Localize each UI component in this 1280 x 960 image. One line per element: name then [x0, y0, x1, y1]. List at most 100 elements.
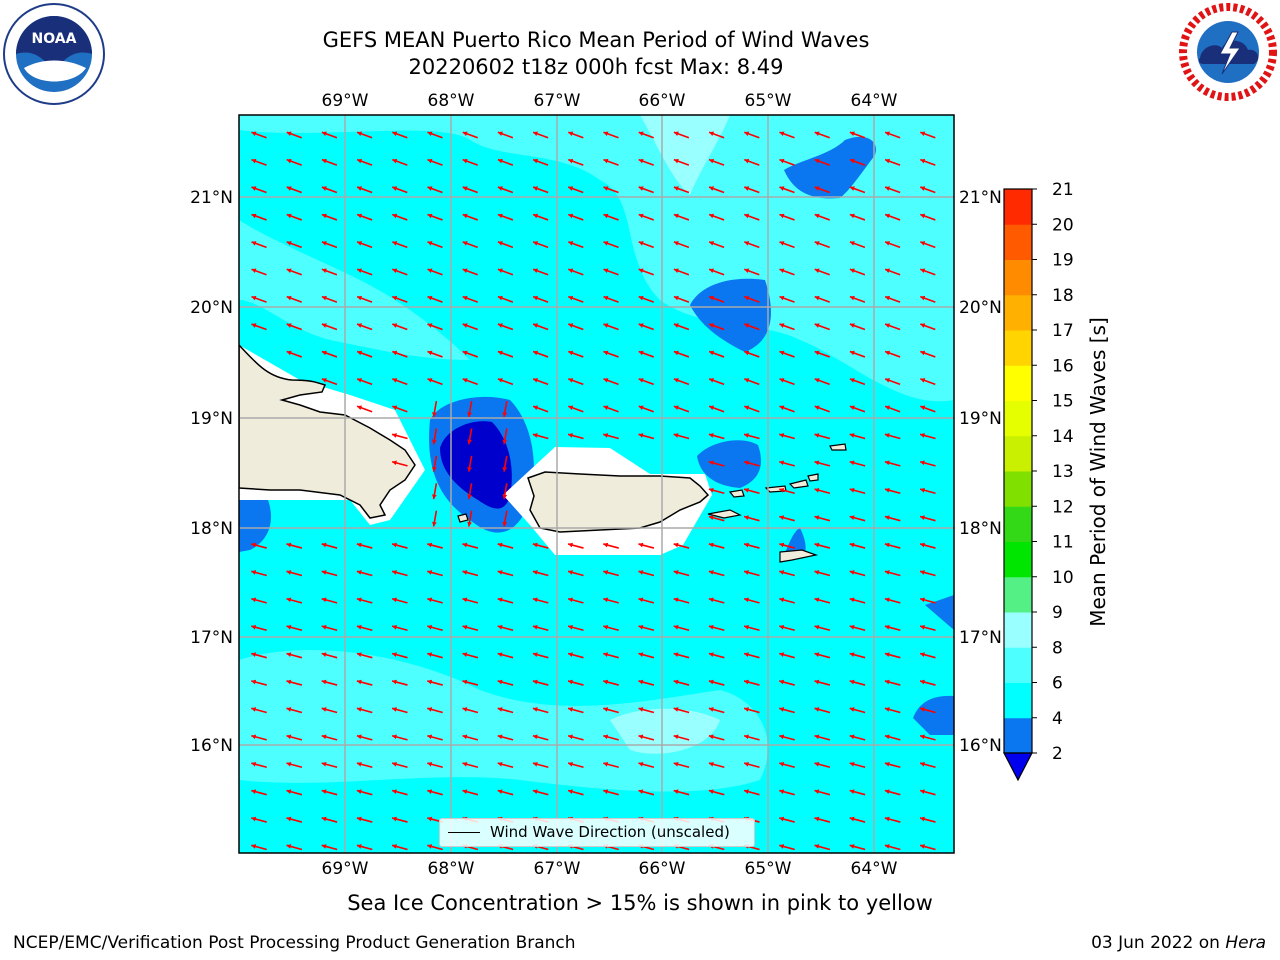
wave-direction-arrowhead: [497, 323, 503, 328]
wave-direction-arrowhead: [392, 213, 398, 219]
wave-direction-arrowhead: [779, 323, 785, 328]
wave-direction-arrowhead: [708, 487, 714, 493]
wave-direction-arrowhead: [321, 295, 327, 301]
wave-direction-arrowhead: [286, 570, 292, 575]
colorbar-swatch: [1004, 506, 1032, 542]
wave-direction-arrowhead: [638, 405, 644, 411]
wave-direction-arrowhead: [392, 734, 397, 740]
wave-direction-arrowhead: [779, 816, 785, 822]
wave-direction-arrowhead: [357, 295, 363, 301]
wave-direction-arrowhead: [814, 158, 820, 164]
wave-direction-arrowhead: [849, 542, 855, 548]
wave-direction-arrowhead: [849, 433, 855, 438]
wave-direction-arrowhead: [673, 652, 679, 657]
wave-direction-arrowhead: [392, 844, 397, 849]
wave-direction-arrowhead: [603, 433, 609, 438]
lon-label: 65°W: [745, 91, 792, 111]
lon-label: 65°W: [745, 859, 792, 879]
wave-direction-arrowhead: [568, 350, 574, 356]
wave-direction-arrowhead: [603, 323, 609, 328]
wave-direction-arrowhead: [321, 734, 327, 740]
wave-direction-arrowhead: [286, 624, 292, 630]
wave-direction-arrowhead: [814, 707, 820, 712]
colorbar-tick-label: 9: [1052, 603, 1063, 623]
lat-label: 16°N: [190, 736, 233, 756]
wave-direction-arrowhead: [920, 816, 925, 822]
wave-direction-arrowhead: [603, 652, 609, 657]
wave-direction-arrowhead: [709, 350, 715, 356]
colorbar-swatch: [1004, 294, 1032, 331]
wave-direction-arrowhead: [885, 295, 891, 301]
wave-direction-arrowhead: [673, 624, 679, 630]
wave-direction-arrowhead: [356, 734, 362, 740]
wave-direction-arrowhead: [392, 761, 397, 767]
wave-direction-arrowhead: [673, 761, 679, 767]
wave-direction-arrowhead: [814, 213, 820, 219]
wave-direction-arrowhead: [392, 323, 398, 328]
colorbar-swatch: [1004, 612, 1032, 648]
colorbar-tick-label: 17: [1052, 321, 1074, 341]
wave-direction-arrowhead: [462, 597, 468, 603]
wave-direction-arrowhead: [673, 268, 679, 274]
wave-direction-arrowhead: [568, 789, 573, 794]
wave-direction-arrowhead: [920, 186, 926, 191]
wave-direction-arrowhead: [849, 515, 855, 520]
wave-direction-arrowhead: [638, 323, 644, 328]
wave-direction-arrowhead: [849, 268, 855, 274]
legend-line-swatch: [448, 832, 480, 833]
wave-direction-arrowhead: [568, 268, 574, 274]
wave-direction-arrowhead: [462, 323, 468, 328]
wave-direction-arrowhead: [467, 521, 472, 527]
wave-direction-arrowhead: [638, 707, 644, 712]
wave-direction-arrowhead: [744, 323, 750, 328]
sea-ice-note: Sea Ice Concentration > 15% is shown in …: [347, 891, 933, 915]
wave-direction-arrowhead: [673, 789, 679, 794]
wave-direction-arrowhead: [427, 378, 433, 383]
wave-direction-arrowhead: [462, 186, 468, 191]
wave-direction-arrowhead: [462, 241, 468, 246]
colorbar-swatch: [1004, 576, 1032, 613]
wave-direction-arrowhead: [814, 652, 820, 657]
wave-direction-arrowhead: [779, 186, 785, 191]
wave-direction-arrowhead: [849, 460, 855, 466]
colorbar-tick-label: 8: [1052, 638, 1063, 658]
wave-direction-arrowhead: [251, 186, 257, 191]
wave-direction-arrowhead: [849, 570, 855, 575]
wave-direction-arrowhead: [286, 295, 292, 301]
wave-direction-arrowhead: [533, 350, 539, 356]
colorbar-swatch: [1004, 330, 1032, 366]
wave-direction-arrowhead: [920, 323, 926, 328]
wave-direction-arrowhead: [392, 131, 398, 137]
wave-direction-arrowhead: [568, 131, 574, 137]
wave-direction-arrowhead: [357, 131, 363, 137]
wave-direction-arrowhead: [568, 405, 574, 411]
wave-direction-arrowhead: [779, 350, 785, 356]
wave-direction-arrowhead: [744, 789, 749, 794]
wave-direction-arrowhead: [321, 131, 327, 137]
wave-direction-arrowhead: [427, 816, 433, 822]
wave-direction-arrowhead: [744, 570, 749, 575]
wave-direction-arrowhead: [814, 378, 820, 383]
wave-direction-arrowhead: [920, 761, 925, 767]
wave-direction-arrowhead: [884, 761, 890, 767]
wave-direction-arrowhead: [638, 131, 644, 137]
wave-direction-arrowhead: [568, 378, 574, 383]
wave-direction-arrowhead: [603, 761, 609, 767]
wave-direction-arrowhead: [251, 241, 257, 246]
wave-direction-arrowhead: [603, 131, 609, 137]
wave-direction-arrowhead: [708, 679, 714, 685]
wave-direction-arrowhead: [427, 761, 433, 767]
wave-direction-arrowhead: [849, 844, 855, 849]
wave-direction-arrowhead: [849, 816, 855, 822]
colorbar-swatch: [1004, 647, 1032, 683]
wave-direction-arrowhead: [885, 405, 891, 411]
wave-direction-arrowhead: [884, 844, 890, 849]
wave-direction-arrowhead: [603, 158, 609, 164]
wave-direction-arrowhead: [321, 679, 327, 685]
wave-direction-arrowhead: [814, 734, 820, 740]
lon-labels-bottom: 69°W 68°W 67°W 66°W 65°W 64°W: [322, 859, 898, 879]
lat-label: 18°N: [959, 519, 1002, 539]
wave-direction-arrowhead: [356, 761, 362, 767]
wave-direction-arrowhead: [497, 734, 503, 740]
colorbar-swatch: [1004, 189, 1032, 225]
